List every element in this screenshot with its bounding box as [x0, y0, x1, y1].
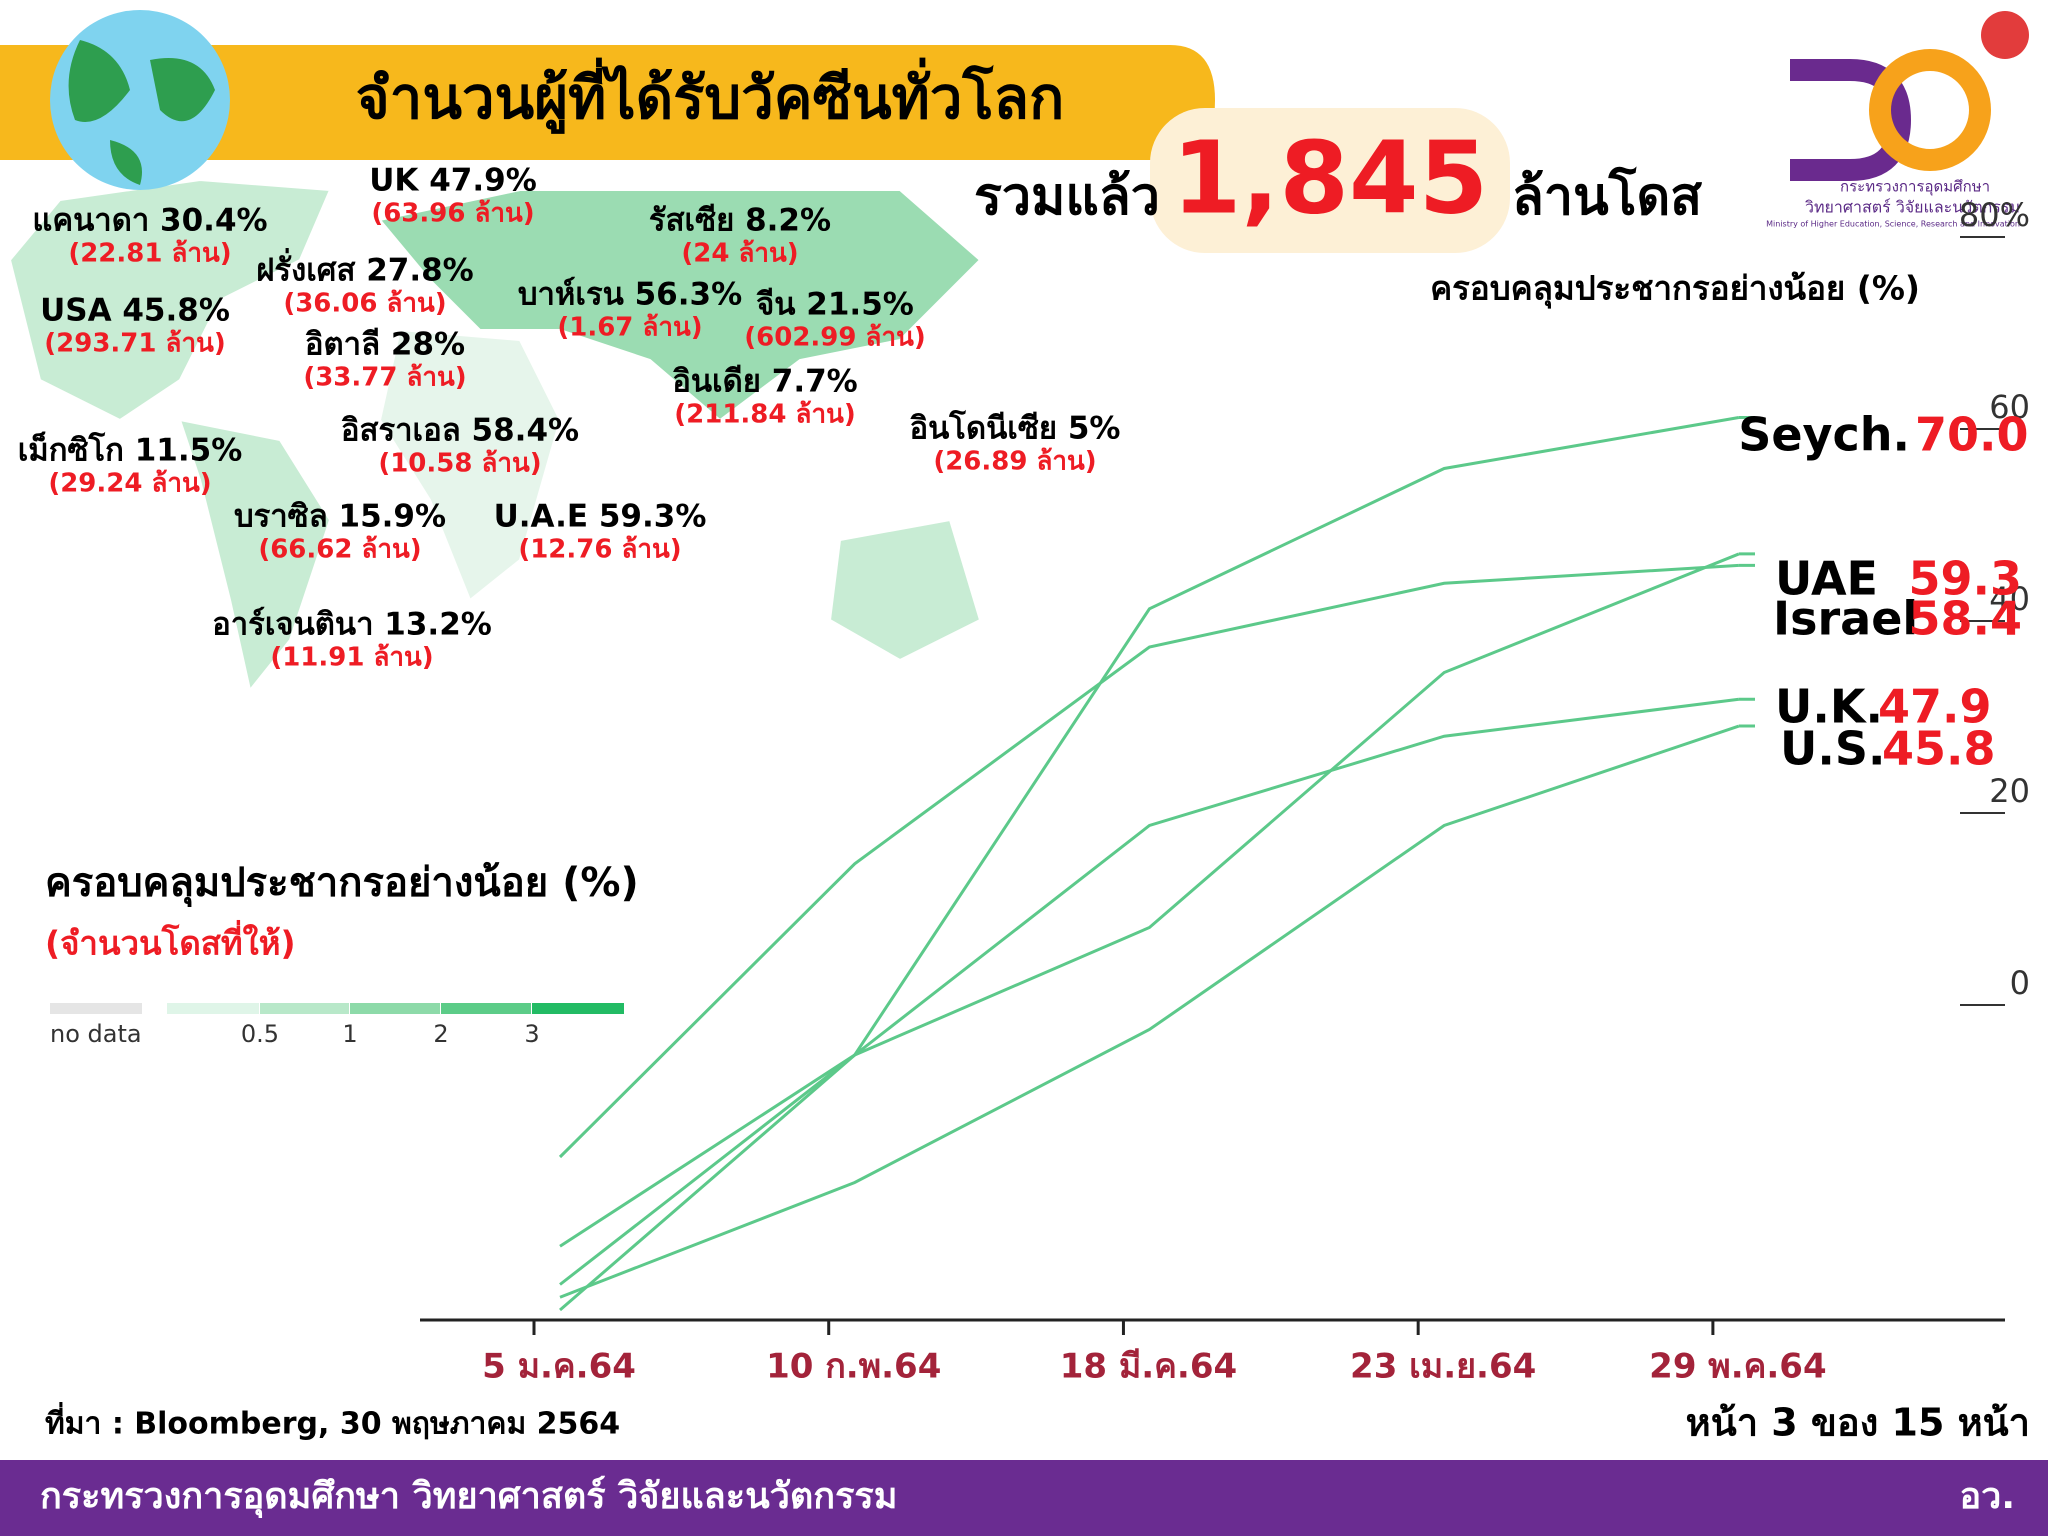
series-line: [559, 724, 1740, 1299]
legend-swatch: [441, 1003, 531, 1014]
y-tick-label: 40: [1989, 580, 2030, 618]
page-number: หน้า 3 ของ 15 หน้า: [1686, 1401, 2030, 1445]
globe-land: [68, 40, 215, 185]
map-label: ฝรั่งเศส 27.8%: [256, 248, 473, 289]
x-tick-label: 29 พ.ค.64: [1649, 1347, 1826, 1387]
map-label: แคนาดา 30.4%: [32, 203, 267, 239]
series-name: Seych.: [1738, 408, 1910, 462]
legend-swatch: [350, 1003, 440, 1014]
y-axis-title: ครอบคลุมประชากรอย่างน้อย (%): [1430, 269, 1920, 310]
footer-short: อว.: [1959, 1476, 2015, 1517]
footer-ministry: กระทรวงการอุดมศึกษา วิทยาศาสตร์ วิจัยและ…: [40, 1475, 897, 1519]
map-doses: (33.77 ล้าน): [303, 363, 466, 393]
map-doses: (24 ล้าน): [681, 239, 798, 269]
legend-title: ครอบคลุมประชากรอย่างน้อย (%): [45, 860, 639, 908]
logo-text: วิทยาศาสตร์ วิจัยและนวัตกรรม: [1805, 198, 2020, 217]
map-label: เม็กซิโก 11.5%: [18, 431, 243, 469]
series-line: [559, 552, 1740, 1248]
logo: [1790, 11, 2029, 181]
legend-label: 1: [342, 1020, 357, 1048]
map-doses: (66.62 ล้าน): [258, 535, 421, 565]
map-label: U.A.E 59.3%: [494, 499, 707, 535]
legend-label: 0.5: [241, 1020, 279, 1048]
legend-label: 3: [524, 1020, 539, 1048]
map-doses: (22.81 ล้าน): [68, 239, 231, 269]
legend-label: 2: [433, 1020, 448, 1048]
legend-label: no data: [50, 1020, 142, 1048]
y-tick-label: 0: [2010, 964, 2030, 1002]
map-label: อิตาลี 28%: [305, 327, 465, 363]
series-name: U.S.: [1780, 722, 1885, 776]
legend-swatch: [260, 1003, 349, 1014]
series-value: 45.8: [1882, 722, 1996, 776]
x-tick-label: 23 เม.ย.64: [1350, 1347, 1536, 1387]
series-value: 58.4: [1909, 592, 2023, 646]
map-doses: (10.58 ล้าน): [378, 449, 541, 479]
legend-subtitle: (จำนวนโดสที่ให้): [45, 920, 296, 963]
x-tick-label: 10 ก.พ.64: [766, 1347, 941, 1387]
legend-swatch: [167, 1003, 259, 1014]
legend-swatch: [50, 1003, 142, 1014]
total-unit: ล้านโดส: [1512, 165, 1702, 227]
map-label: USA 45.8%: [40, 293, 230, 329]
map-doses: (26.89 ล้าน): [933, 447, 1096, 477]
y-tick-label: 80%: [1959, 196, 2030, 234]
map-label: อิสราเอล 58.4%: [341, 413, 579, 449]
map-doses: (29.24 ล้าน): [48, 469, 211, 499]
map-label: บราซิล 15.9%: [234, 499, 446, 535]
map-label: อาร์เจนตินา 13.2%: [212, 607, 492, 643]
map-label: อินโดนีเซีย 5%: [909, 410, 1120, 447]
map-doses: (63.96 ล้าน): [371, 199, 534, 229]
map-label: รัสเซีย 8.2%: [649, 203, 831, 239]
series-value: 59.3: [1909, 552, 2023, 606]
logo-text: Ministry of Higher Education, Science, R…: [1766, 220, 2020, 229]
map-doses: (293.71 ล้าน): [44, 329, 225, 359]
logo-text: กระทรวงการอุดมศึกษา: [1840, 178, 1990, 197]
series-value: 47.9: [1878, 680, 1992, 734]
title: จำนวนผู้ที่ได้รับวัคซีนทั่วโลก: [356, 57, 1064, 134]
map-doses: (11.91 ล้าน): [270, 643, 433, 673]
series-line: [559, 416, 1740, 1312]
source: ที่มา : Bloomberg, 30 พฤษภาคม 2564: [45, 1402, 620, 1442]
total-badge: [1150, 108, 1510, 253]
map-doses: (1.67 ล้าน): [557, 313, 702, 343]
y-tick-label: 60: [1989, 388, 2030, 426]
total-value: 1,845: [1172, 119, 1488, 236]
map-label: UK 47.9%: [369, 163, 537, 199]
map-doses: (211.84 ล้าน): [674, 400, 855, 430]
map-doses: (602.99 ล้าน): [744, 323, 925, 353]
x-tick-label: 5 ม.ค.64: [482, 1347, 636, 1387]
series-line: [559, 697, 1740, 1286]
map-label: บาห์เรน 56.3%: [518, 277, 742, 313]
series-value: 70.0: [1915, 408, 2029, 462]
map-doses: (12.76 ล้าน): [518, 535, 681, 565]
series-name: Israel: [1773, 592, 1918, 646]
footer-bar: [0, 1460, 2048, 1536]
x-tick-label: 18 มี.ค.64: [1060, 1347, 1237, 1387]
series-line: [558, 563, 1739, 1159]
map-doses: (36.06 ล้าน): [283, 289, 446, 319]
title-bar: [0, 45, 1215, 160]
map-label: จีน 21.5%: [756, 287, 914, 323]
series-name: UAE: [1775, 552, 1878, 606]
legend-swatch: [532, 1003, 624, 1014]
total-prefix: รวมแล้ว: [974, 167, 1160, 227]
world-map: [8, 178, 982, 693]
series-name: U.K.: [1775, 680, 1883, 734]
map-label: อินเดีย 7.7%: [672, 364, 857, 400]
y-tick-label: 20: [1989, 772, 2030, 810]
